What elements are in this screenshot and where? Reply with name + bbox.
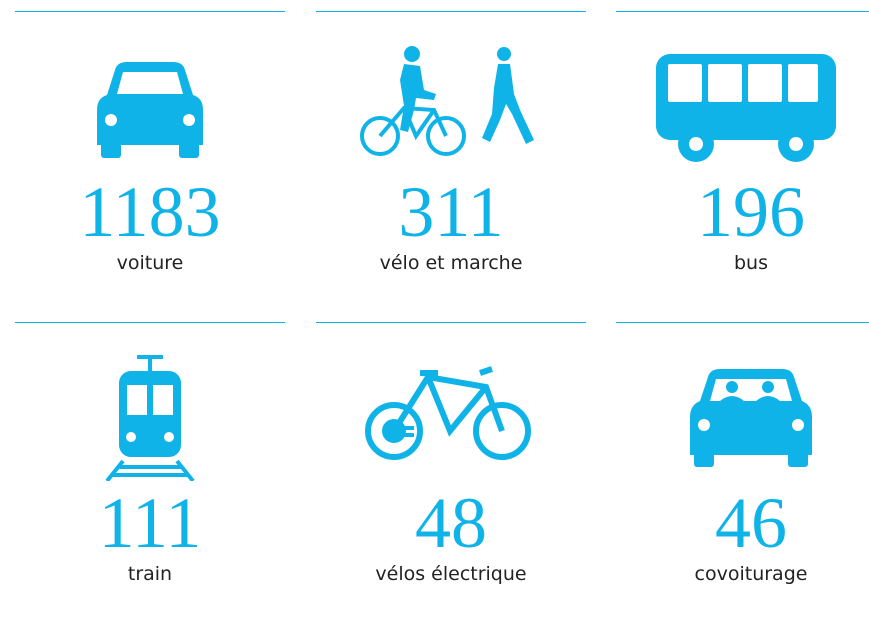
item-value: 111 [98,483,202,563]
item-value: 1183 [79,172,221,252]
item-label: train [127,563,173,585]
bike-walk-icon [360,46,534,156]
carpool-icon [690,369,812,467]
item-label: voiture [116,252,184,274]
item-value: 46 [715,483,787,563]
item-value: 48 [415,483,487,563]
divider [316,322,586,323]
item: 196 bus [616,0,869,300]
train-icon [105,355,195,481]
car-icon [97,62,203,158]
item: 46 covoiturage [616,311,869,611]
item-value: 196 [697,172,805,252]
item-label: vélos électrique [375,563,527,585]
item-value: 311 [398,172,504,252]
item: 1183 voiture [15,0,285,300]
item-label: bus [733,252,768,274]
divider [15,11,285,12]
item: 311 vélo et marche [316,0,586,300]
divider [616,11,869,12]
divider [15,322,285,323]
item-label: vélo et marche [379,252,523,274]
item-label: covoiturage [694,563,808,585]
item: 48 vélos électrique [316,311,586,611]
divider [316,11,586,12]
bus-icon [656,54,836,162]
divider [616,322,869,323]
item: 111 train [15,311,285,611]
ebike-icon [365,366,531,460]
